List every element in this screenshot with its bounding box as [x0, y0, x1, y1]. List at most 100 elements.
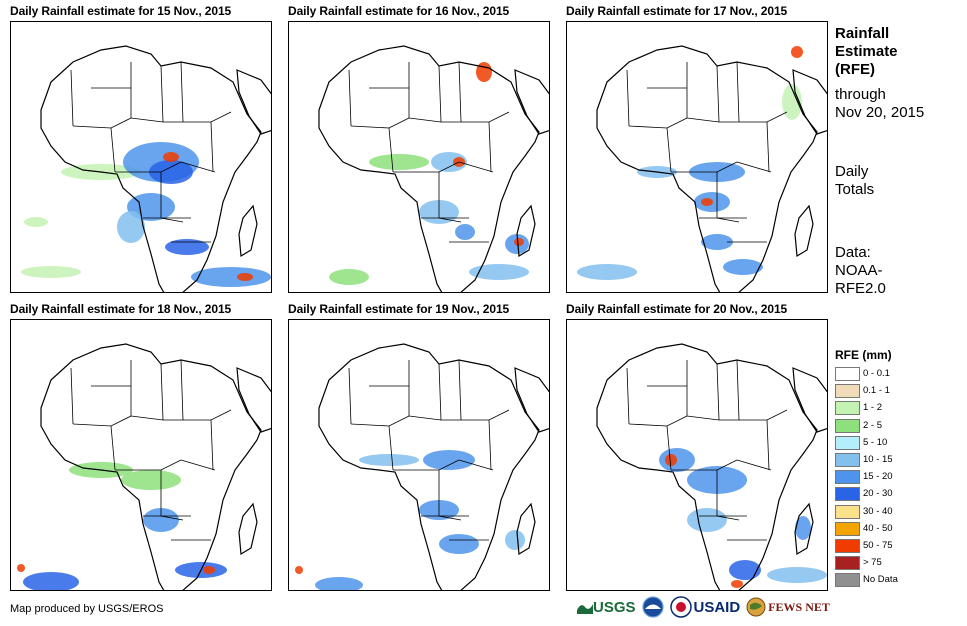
- coastline: [516, 502, 536, 556]
- fewsnet-logo-text: FEWS NET: [768, 599, 830, 614]
- rainfall-patch: [165, 239, 209, 255]
- country-border: [348, 367, 352, 425]
- sidebar-through-date: Nov 20, 2015: [835, 104, 925, 121]
- country-border: [766, 121, 770, 173]
- country-border: [766, 419, 770, 471]
- legend-label: 20 - 30: [863, 488, 893, 500]
- legend-swatch: [835, 521, 860, 536]
- country-border: [408, 117, 442, 123]
- africa-map-svg: [21, 45, 271, 292]
- coastline: [40, 45, 262, 292]
- country-border: [110, 425, 116, 471]
- usaid-seal-icon: [669, 596, 692, 618]
- coastline: [596, 45, 818, 292]
- coastline: [238, 204, 258, 258]
- rainfall-patch: [469, 264, 529, 280]
- rainfall-map: [566, 319, 828, 591]
- rainfall-map: [10, 21, 272, 293]
- rainfall-patch: [359, 454, 419, 466]
- rainfall-map: [10, 319, 272, 591]
- panel-title: Daily Rainfall estimate for 20 Nov., 201…: [566, 302, 788, 316]
- rainfall-patch: [423, 450, 475, 470]
- country-border: [160, 363, 164, 421]
- legend-item: 15 - 20: [835, 470, 893, 485]
- legend-label: No Data: [863, 574, 898, 586]
- sidebar-heading-rainfall: Rainfall: [835, 25, 890, 42]
- legend-label: 30 - 40: [863, 505, 893, 517]
- country-border: [716, 65, 720, 123]
- coastline: [596, 343, 818, 590]
- rainfall-patch: [505, 530, 525, 550]
- sidebar-heading-rfe: (RFE): [835, 61, 875, 78]
- rainfall-patch: [782, 84, 802, 120]
- panel-title: Daily Rainfall estimate for 16 Nov., 201…: [288, 4, 510, 18]
- rainfall-patch: [701, 198, 713, 206]
- rainfall-patch: [121, 470, 181, 490]
- legend-swatch: [835, 539, 860, 553]
- legend-item: 0 - 0.1: [835, 367, 890, 381]
- sidebar-data-rfe: RFE2.0: [835, 280, 886, 297]
- legend-label: 1 - 2: [863, 402, 883, 414]
- rainfall-patch: [17, 564, 25, 572]
- country-border: [180, 161, 216, 173]
- legend-swatch: [835, 487, 860, 502]
- rainfall-patch: [24, 217, 48, 227]
- country-border: [210, 121, 214, 173]
- legend-swatch: [835, 384, 860, 399]
- fewsnet-globe-icon: [746, 597, 766, 617]
- country-border: [686, 117, 720, 123]
- rainfall-patch: [701, 234, 733, 250]
- coastline: [794, 502, 814, 556]
- legend-item: 50 - 75: [835, 539, 893, 553]
- country-border: [736, 459, 772, 471]
- legend-item: 20 - 30: [835, 487, 893, 502]
- rainfall-patch: [687, 508, 727, 532]
- legend-swatch: [835, 418, 860, 433]
- rainfall-patch: [369, 154, 429, 170]
- noaa-emblem-icon: [641, 596, 664, 618]
- rainfall-patch: [21, 266, 81, 278]
- rainfall-patch: [795, 516, 811, 540]
- legend-swatch: [835, 470, 860, 485]
- rainfall-patch: [203, 566, 215, 574]
- coastline: [238, 502, 258, 556]
- rainfall-patch: [143, 508, 179, 532]
- rainfall-patch: [729, 560, 761, 580]
- legend-label: 5 - 10: [863, 436, 888, 448]
- rainfall-map: [288, 319, 550, 591]
- rainfall-patch: [117, 211, 145, 243]
- coastline: [516, 204, 536, 258]
- africa-map-svg: [577, 45, 827, 292]
- legend-label: > 75: [863, 557, 882, 569]
- rainfall-map: [566, 21, 828, 293]
- rainfall-patch: [237, 273, 253, 281]
- usaid-logo-text: USAID: [693, 598, 741, 616]
- legend-swatch: [835, 367, 860, 381]
- legend-swatch: [835, 504, 860, 519]
- noaa-logo: [641, 596, 664, 618]
- rainfall-patch: [295, 566, 303, 574]
- country-border: [180, 61, 184, 123]
- panel-title: Daily Rainfall estimate for 15 Nov., 201…: [10, 4, 232, 18]
- country-border: [110, 127, 116, 173]
- rainfall-patch: [191, 267, 271, 287]
- coastline: [792, 367, 827, 433]
- rainfall-patch: [439, 534, 479, 554]
- legend-item: > 75: [835, 556, 882, 571]
- legend-item: 0.1 - 1: [835, 384, 890, 399]
- coastline: [794, 204, 814, 258]
- legend-item: 2 - 5: [835, 418, 882, 433]
- country-border: [160, 65, 164, 123]
- rainfall-patch: [731, 580, 743, 588]
- legend-swatch: [835, 556, 860, 571]
- country-border: [438, 363, 442, 421]
- country-border: [736, 161, 772, 173]
- country-border: [666, 127, 672, 173]
- sidebar-daily: Daily: [835, 163, 869, 180]
- legend-item: 40 - 50: [835, 521, 893, 536]
- usgs-logo-text: USGS: [593, 598, 636, 616]
- legend-swatch: [835, 453, 860, 467]
- rainfall-patch: [577, 264, 637, 280]
- panel-title: Daily Rainfall estimate for 18 Nov., 201…: [10, 302, 232, 316]
- rainfall-patch: [665, 454, 677, 466]
